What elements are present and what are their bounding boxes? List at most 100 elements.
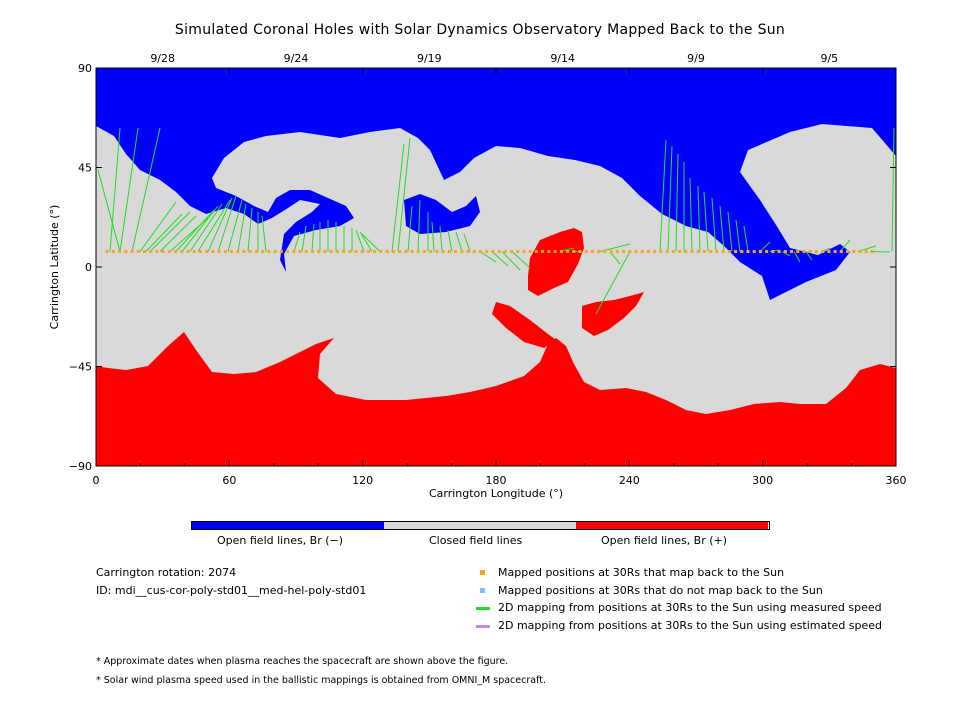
- mapped-position-point: [124, 250, 128, 254]
- mapped-position-point: [734, 250, 738, 254]
- mapping-line: [397, 137, 411, 252]
- mapping-line: [417, 199, 421, 252]
- mapping-line: [431, 221, 435, 252]
- mapped-position-point: [622, 250, 626, 254]
- mapping-line: [261, 215, 267, 252]
- colorbar-label-positive: Open field lines, Br (+): [601, 534, 728, 547]
- mapped-position-point: [839, 250, 843, 254]
- mapped-position-point: [485, 250, 489, 254]
- mapped-position-point: [236, 250, 240, 254]
- mapped-position-point: [497, 250, 501, 254]
- x-tick-label: 0: [93, 474, 100, 487]
- legend-label-estimated: 2D mapping from positions at 30Rs to the…: [498, 619, 883, 632]
- mapping-line: [781, 251, 791, 257]
- colorbar-closed: [384, 522, 576, 529]
- mapping-line: [479, 251, 497, 263]
- mapping-line: [175, 209, 215, 252]
- mapped-position-point: [678, 250, 682, 254]
- mapped-position-point: [522, 250, 526, 254]
- mapped-position-point: [746, 250, 750, 254]
- y-tick-label: 0: [85, 261, 92, 274]
- mapped-position-point: [715, 250, 719, 254]
- mapped-position-point: [802, 250, 806, 254]
- mapped-position-point: [702, 250, 706, 254]
- mapping-line: [119, 127, 139, 252]
- legend-label-mapped: Mapped positions at 30Rs that map back t…: [498, 566, 785, 579]
- mapped-position-point: [771, 250, 775, 254]
- mapped-position-point: [572, 250, 576, 254]
- mapped-position-point: [684, 250, 688, 254]
- mapped-position-point: [696, 250, 700, 254]
- mapped-position-point: [323, 250, 327, 254]
- top-date-label: 9/9: [687, 52, 705, 65]
- mapped-position-point: [503, 250, 507, 254]
- legend-swatch-not-mapped: [480, 588, 485, 593]
- mapped-position-point: [721, 250, 725, 254]
- mapped-position-point: [454, 250, 458, 254]
- mapped-position-point: [142, 250, 146, 254]
- mapped-position-point: [366, 250, 370, 254]
- mapped-position-point: [385, 250, 389, 254]
- mapping-line: [109, 127, 121, 252]
- mapped-position-point: [491, 250, 495, 254]
- mapped-position-point: [609, 250, 613, 254]
- legend-swatch-mapped: [480, 570, 485, 575]
- mapping-line: [595, 251, 631, 315]
- mapped-position-point: [765, 250, 769, 254]
- mapping-line: [511, 251, 531, 269]
- x-tick-label: 180: [486, 474, 507, 487]
- mapped-position-point: [634, 250, 638, 254]
- mapped-position-point: [379, 250, 383, 254]
- top-date-label: 9/28: [150, 52, 175, 65]
- mapping-line: [727, 211, 733, 252]
- mapping-line: [247, 207, 253, 252]
- mapped-position-point: [671, 250, 675, 254]
- top-date-label: 9/14: [550, 52, 575, 65]
- mapped-position-point: [534, 250, 538, 254]
- x-tick-label: 360: [886, 474, 907, 487]
- mapped-position-point: [783, 250, 787, 254]
- mapped-position-point: [261, 250, 265, 254]
- mapped-position-point: [808, 250, 812, 254]
- mapping-lines: [97, 127, 895, 315]
- mapped-position-point: [472, 250, 476, 254]
- open-negative-mid-hole: [404, 194, 480, 234]
- mapped-position-point: [416, 250, 420, 254]
- legend-label-not-mapped: Mapped positions at 30Rs that do not map…: [498, 584, 823, 597]
- y-tick-label: −90: [69, 460, 92, 473]
- mapping-line: [735, 219, 741, 252]
- colorbar-negative: [192, 522, 384, 529]
- mapped-position-point: [205, 250, 209, 254]
- mapping-line: [189, 203, 223, 252]
- mapped-position-point: [273, 250, 277, 254]
- mapped-position-point: [578, 250, 582, 254]
- axes: 0 60 120 180 240 300 360 −90 −45 0 45 90 9/28 9/24 9/1…: [69, 52, 907, 487]
- mapped-position-point: [348, 250, 352, 254]
- mapping-line: [891, 127, 895, 252]
- mapped-position-point: [460, 250, 464, 254]
- open-positive-patch-east: [582, 292, 644, 336]
- mapped-position-point: [727, 250, 731, 254]
- mapped-position-point: [342, 250, 346, 254]
- mapped-position-point: [435, 250, 439, 254]
- mapped-position-point: [373, 250, 377, 254]
- mapping-line: [131, 127, 161, 252]
- open-positive-south: [96, 332, 896, 466]
- legend-line-estimated: [476, 625, 490, 628]
- mapped-position-point: [155, 250, 159, 254]
- mapping-line: [793, 251, 801, 263]
- mapped-position-point: [223, 250, 227, 254]
- mapped-position-point: [310, 250, 314, 254]
- mapped-position-point: [659, 250, 663, 254]
- x-axis-label: Carrington Longitude (°): [429, 487, 563, 500]
- mapping-line: [689, 177, 693, 252]
- mapping-line: [311, 223, 315, 252]
- mapped-position-point: [230, 250, 234, 254]
- mapped-position-point: [248, 250, 252, 254]
- mapped-position-point: [796, 250, 800, 254]
- y-axis-label: Carrington Latitude (°): [48, 205, 61, 330]
- mapping-line: [293, 231, 301, 252]
- mapped-position-point: [852, 250, 856, 254]
- mapped-position-point: [130, 250, 134, 254]
